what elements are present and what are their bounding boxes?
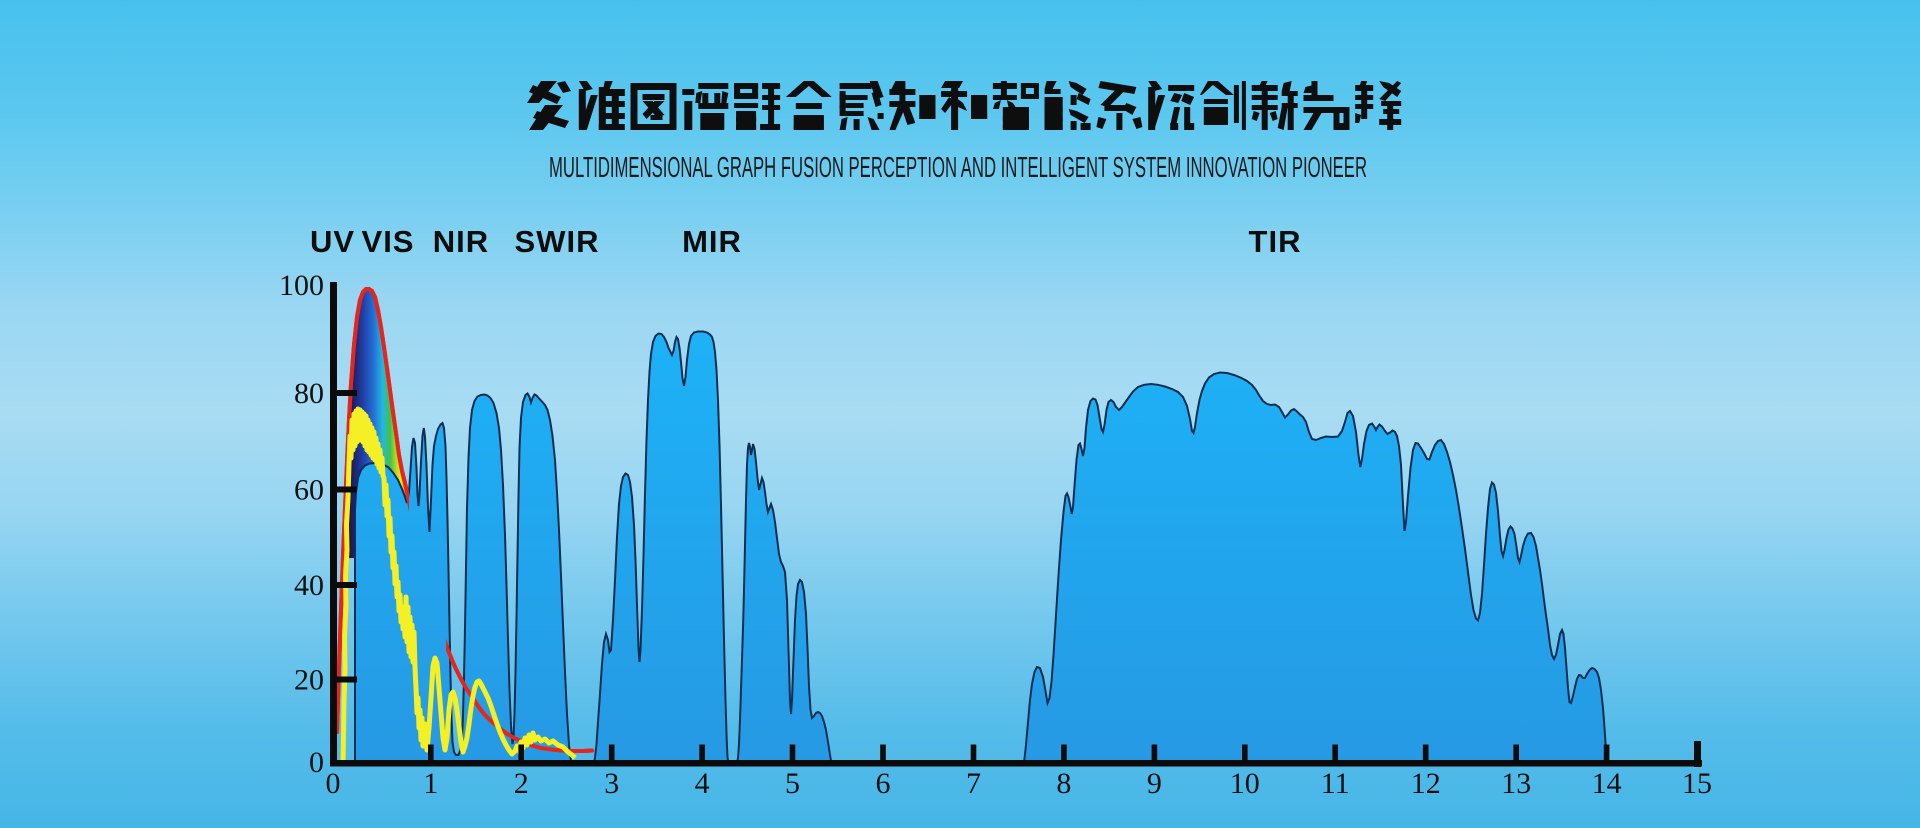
svg-text:1: 1 <box>423 767 438 800</box>
svg-text:8: 8 <box>1056 767 1071 800</box>
svg-text:5: 5 <box>785 767 800 800</box>
svg-text:7: 7 <box>966 767 981 800</box>
svg-text:13: 13 <box>1501 767 1531 800</box>
svg-text:3: 3 <box>604 767 619 800</box>
svg-text:6: 6 <box>876 767 891 800</box>
svg-text:UV: UV <box>310 224 355 259</box>
svg-text:0: 0 <box>326 767 341 800</box>
svg-text:VIS: VIS <box>362 224 415 259</box>
svg-text:14: 14 <box>1592 767 1622 800</box>
svg-text:10: 10 <box>1230 767 1260 800</box>
svg-text:60: 60 <box>294 474 324 507</box>
svg-text:NIR: NIR <box>433 224 489 259</box>
svg-text:80: 80 <box>294 377 324 410</box>
svg-text:0: 0 <box>309 746 324 779</box>
svg-text:15: 15 <box>1682 767 1712 800</box>
svg-text:TIR: TIR <box>1249 224 1302 259</box>
svg-text:4: 4 <box>695 767 710 800</box>
svg-text:100: 100 <box>279 269 324 302</box>
svg-text:9: 9 <box>1147 767 1162 800</box>
svg-text:2: 2 <box>514 767 529 800</box>
svg-text:SWIR: SWIR <box>515 224 600 259</box>
svg-text:MULTIDIMENSIONAL GRAPH FUSION: MULTIDIMENSIONAL GRAPH FUSION PERCEPTION… <box>549 152 1367 184</box>
svg-text:20: 20 <box>294 664 324 697</box>
svg-text:40: 40 <box>294 569 324 602</box>
svg-text:12: 12 <box>1411 767 1441 800</box>
svg-text:MIR: MIR <box>682 224 742 259</box>
svg-text:11: 11 <box>1321 767 1350 800</box>
